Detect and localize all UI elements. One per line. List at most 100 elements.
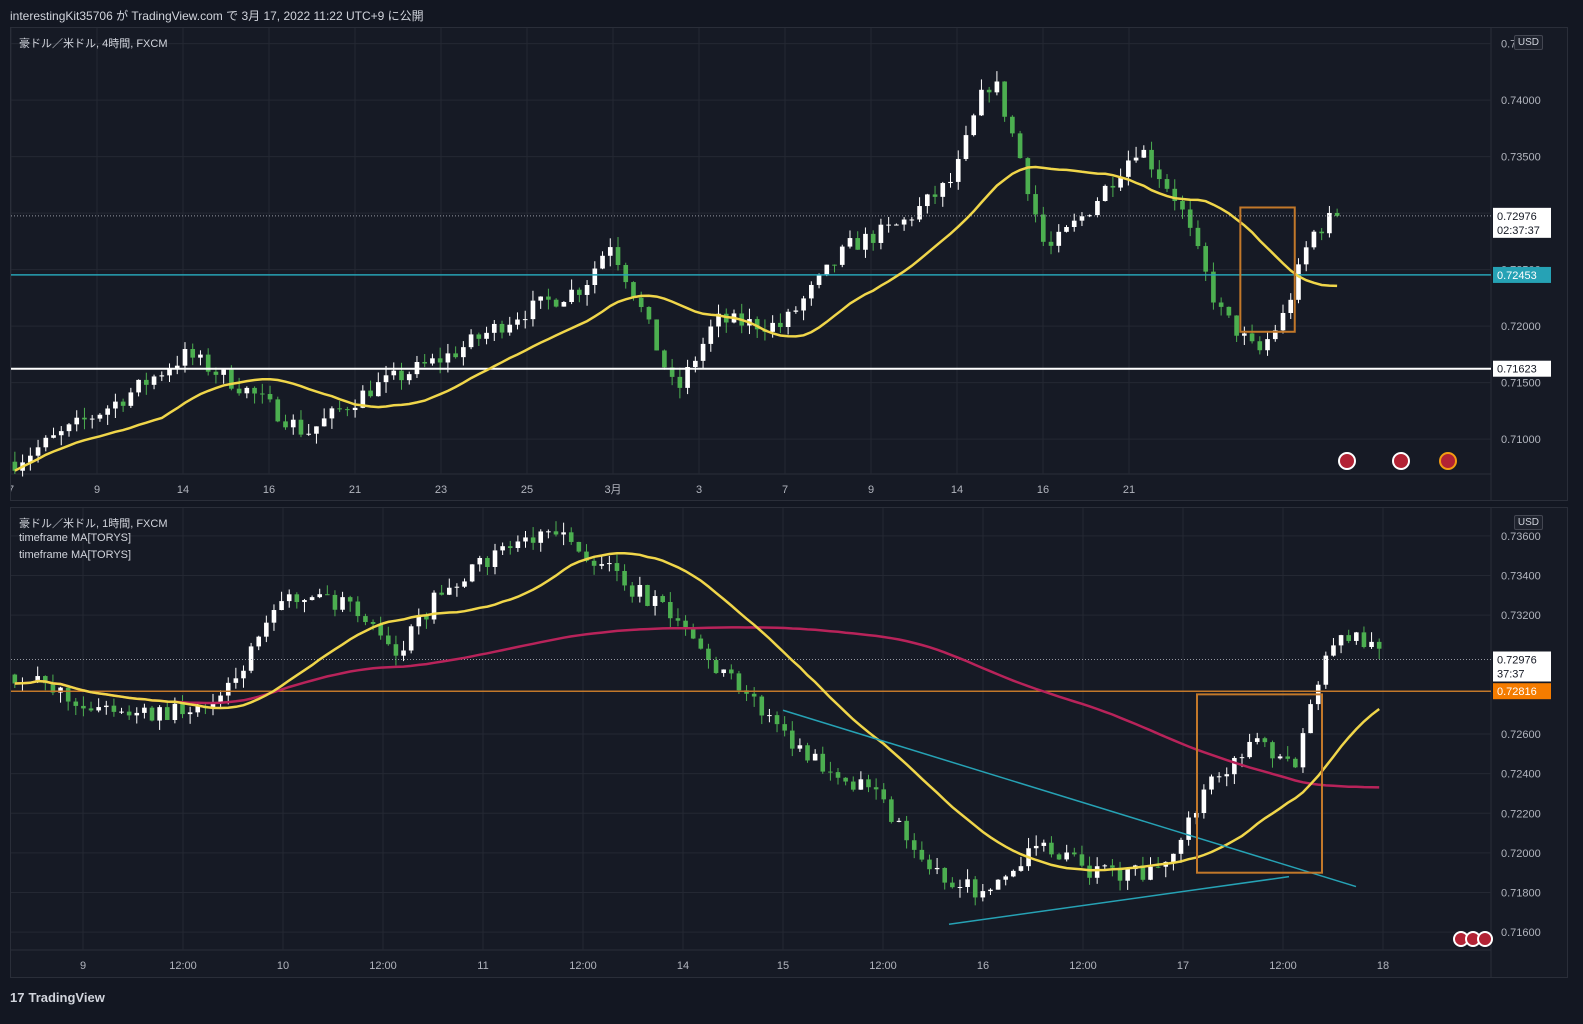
candle-body (213, 371, 219, 375)
candle-body (111, 705, 117, 712)
candle-body (1254, 738, 1260, 742)
candle-body (134, 712, 140, 716)
candle-body (298, 419, 304, 435)
candle-body (698, 638, 704, 649)
candle-body (1141, 149, 1147, 158)
candle-body (492, 550, 498, 567)
candle-body (149, 707, 155, 721)
event-flag-icon (1338, 452, 1356, 470)
candle-body (820, 753, 826, 772)
candle-body (805, 745, 810, 761)
currency-badge-1h[interactable]: USD (1513, 515, 1543, 530)
candle-body (1319, 231, 1324, 234)
candle-body (1164, 179, 1170, 189)
candle-body (744, 690, 749, 694)
candle-body (785, 311, 791, 328)
candle-body (126, 711, 132, 716)
candle-body (1285, 756, 1291, 759)
candle-body (50, 683, 56, 693)
candle-body (1064, 852, 1069, 860)
chart-pane-4h[interactable]: 0.745000.740000.735000.730000.725000.720… (10, 27, 1568, 501)
candle-body (275, 399, 281, 422)
candle-body (1180, 201, 1185, 210)
candle-body (1156, 169, 1162, 180)
candle-body (144, 379, 149, 385)
countdown-tag: 37:37 (1497, 668, 1525, 680)
trendline-upper (782, 709, 1357, 888)
candle-body (901, 219, 907, 225)
candle-body (468, 334, 474, 348)
candle-body (340, 597, 345, 610)
candle-body (1239, 757, 1245, 759)
candle-body (1308, 704, 1313, 734)
candle-body (940, 183, 946, 197)
candle-body (1140, 865, 1146, 880)
candle-body (317, 594, 322, 598)
candle-body (934, 867, 940, 870)
candle-body (530, 300, 536, 320)
candle-body (1149, 149, 1154, 170)
footer-bar: 17 TradingView (0, 980, 1583, 1024)
candle-body (919, 849, 925, 860)
price-tick-label: 0.73500 (1501, 152, 1541, 164)
candle-body (1376, 641, 1382, 649)
time-tick-label: 3月 (604, 484, 621, 496)
candle-body (677, 376, 683, 388)
candle-body (866, 779, 871, 788)
candle-body (1125, 869, 1130, 881)
brand-label: TradingView (28, 990, 105, 1005)
candle-body (797, 745, 803, 749)
candle-body (375, 382, 381, 397)
chart-canvas-4h[interactable]: 0.745000.740000.735000.730000.725000.720… (11, 28, 1568, 501)
candle-body (979, 89, 984, 116)
currency-badge-4h[interactable]: USD (1513, 35, 1543, 50)
candle-body (88, 708, 94, 711)
candle-body (43, 676, 48, 684)
time-tick-label: 17 (1177, 960, 1189, 972)
candle-body (850, 781, 856, 790)
indicator-label-1[interactable]: timeframe MA[TORYS] (19, 532, 132, 544)
candle-body (1118, 176, 1123, 188)
candle-body (971, 115, 977, 136)
last-price-tag: 0.72976 (1497, 211, 1537, 223)
time-tick-label: 11 (477, 960, 488, 972)
tradingview-logo[interactable]: 17 TradingView (10, 990, 105, 1005)
time-tick-label: 3 (696, 484, 702, 496)
candle-body (870, 233, 876, 243)
candle-body (669, 367, 675, 377)
price-tick-label: 0.74000 (1501, 95, 1541, 107)
candle-body (1056, 854, 1062, 860)
candle-body (190, 349, 196, 358)
candle-body (1303, 247, 1309, 265)
chart-pane-1h[interactable]: 0.73600 0.73400 0.73200 0.72600 0.72400 0.722… (10, 507, 1568, 978)
candle-body (309, 597, 315, 601)
time-tick-label: 15 (777, 960, 789, 972)
candle-body (778, 322, 783, 328)
candle-body (1110, 185, 1116, 188)
candle-body (522, 319, 528, 321)
price-tick-label: 0.72000 (1501, 321, 1541, 333)
candle-body (151, 376, 157, 385)
candle-body (461, 347, 466, 358)
candle-body (430, 358, 435, 364)
event-flag-icon (1477, 931, 1493, 947)
countdown-tag: 02:37:37 (1497, 225, 1540, 237)
candle-body (736, 673, 742, 691)
candle-body (873, 787, 879, 790)
candle-body (386, 635, 391, 645)
candle-body (645, 584, 650, 606)
level-price-tag-bg (1493, 683, 1551, 700)
candle-body (279, 601, 284, 611)
candle-body (1327, 212, 1332, 234)
candle-body (812, 753, 818, 761)
candle-body (1018, 866, 1024, 871)
candle-body (1249, 333, 1255, 342)
chart-canvas-1h[interactable]: 0.73600 0.73400 0.73200 0.72600 0.72400 0.722… (11, 508, 1568, 978)
indicator-label-2[interactable]: timeframe MA[TORYS] (19, 549, 132, 561)
candle-body (182, 349, 188, 366)
candle-body (1300, 733, 1306, 768)
candle-body (1010, 116, 1015, 134)
candle-body (1187, 209, 1193, 228)
candle-body (454, 586, 460, 588)
candle-body (751, 693, 757, 697)
